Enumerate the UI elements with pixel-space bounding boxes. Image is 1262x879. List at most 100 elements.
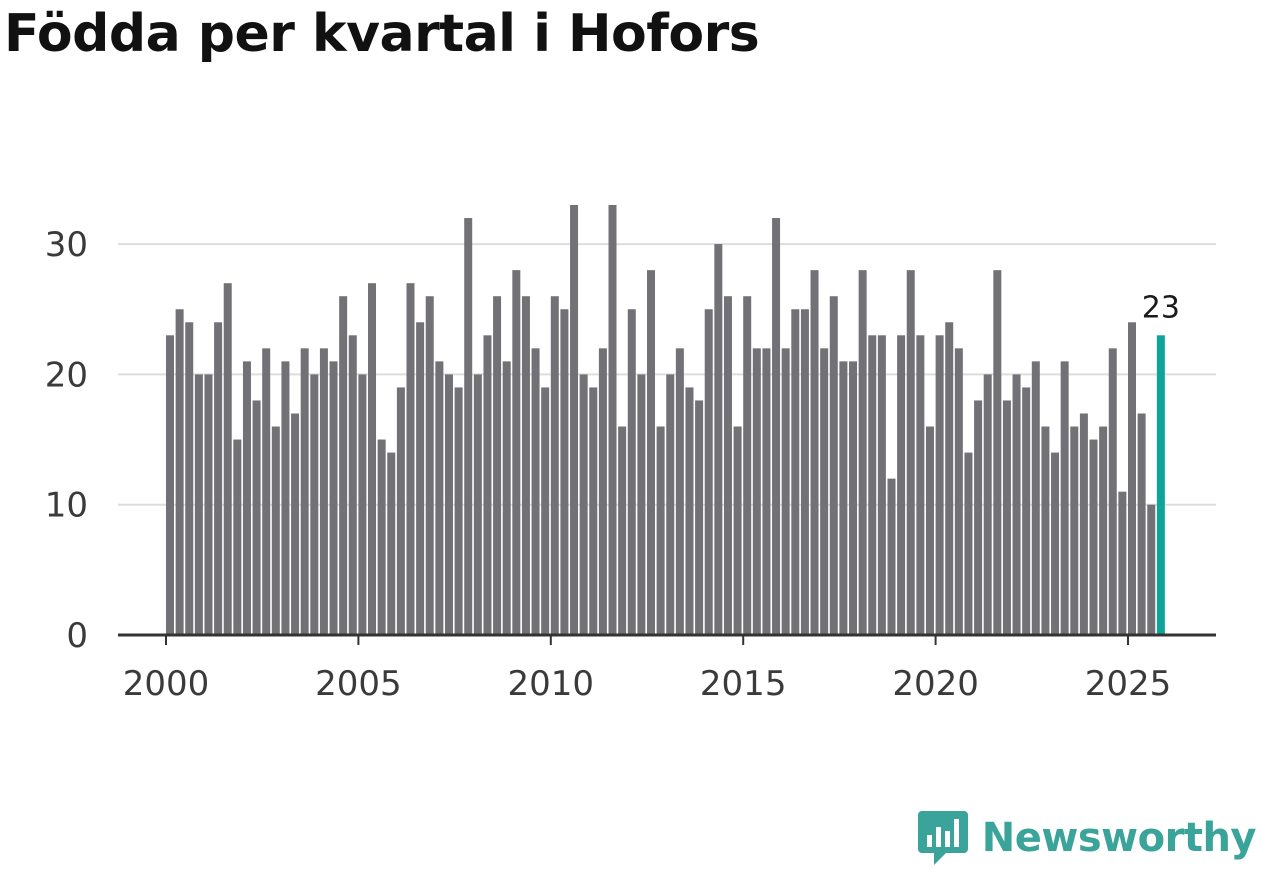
bar [329, 361, 338, 635]
bar [945, 322, 954, 635]
bar [916, 335, 925, 635]
bar [637, 374, 646, 635]
bar [897, 335, 906, 635]
bar [310, 374, 319, 635]
bar [1079, 413, 1088, 635]
bar [849, 361, 858, 635]
bar [223, 283, 232, 635]
bars [166, 205, 1165, 635]
bar [1012, 374, 1021, 635]
chart-title: Födda per kvartal i Hofors [4, 4, 760, 64]
brand-name: Newsworthy [981, 815, 1257, 861]
bar [618, 426, 627, 635]
bar [1002, 400, 1011, 635]
bar [1051, 452, 1060, 635]
bar [406, 283, 415, 635]
bar [1147, 504, 1156, 635]
bar [214, 322, 223, 635]
bar [271, 426, 280, 635]
bar [752, 348, 761, 635]
bar [858, 270, 867, 635]
bar [1022, 387, 1031, 635]
bar [483, 335, 492, 635]
bar [627, 309, 636, 635]
bar [396, 387, 405, 635]
bar [185, 322, 194, 635]
bar [512, 270, 521, 635]
bar [319, 348, 328, 635]
bar [502, 361, 511, 635]
bar [868, 335, 877, 635]
bar [531, 348, 540, 635]
y-tick-label-0: 0 [66, 616, 88, 656]
y-tick-label-30: 30 [45, 225, 88, 265]
bar [194, 374, 203, 635]
bar [425, 296, 434, 635]
bar [387, 452, 396, 635]
bar [974, 400, 983, 635]
bar [291, 413, 300, 635]
bar [1108, 348, 1117, 635]
bar [416, 322, 425, 635]
bar [473, 374, 482, 635]
bar [252, 400, 261, 635]
bar [762, 348, 771, 635]
chart-speech-bubble-icon [917, 811, 968, 865]
bar [377, 439, 386, 635]
x-tick-label-2020: 2020 [892, 664, 979, 704]
bar [820, 348, 829, 635]
bar [166, 335, 174, 635]
bar [954, 348, 963, 635]
bar [839, 361, 848, 635]
bar [175, 309, 184, 635]
bar [444, 374, 453, 635]
newsworthy-logo: Newsworthy [917, 809, 1257, 867]
bar [1128, 322, 1136, 635]
bar [579, 374, 588, 635]
bar [1137, 413, 1146, 635]
bar [281, 361, 290, 635]
bar [608, 205, 617, 635]
bar [204, 374, 213, 635]
bar [723, 296, 732, 635]
bar [781, 348, 790, 635]
bar [1118, 491, 1127, 635]
bar [493, 296, 502, 635]
bar [772, 218, 781, 635]
bar [1060, 361, 1069, 635]
bar [964, 452, 973, 635]
bar [685, 387, 694, 635]
bar [1031, 361, 1040, 635]
bar [521, 296, 530, 635]
bar [666, 374, 675, 635]
bar [242, 361, 251, 635]
bar [1070, 426, 1079, 635]
bar [233, 439, 242, 635]
bar [348, 335, 357, 635]
bar [656, 426, 665, 635]
bar [550, 296, 559, 635]
bar [339, 296, 348, 635]
y-tick-label-20: 20 [45, 355, 88, 395]
bar [368, 283, 377, 635]
x-tick-label-2010: 2010 [508, 664, 595, 704]
bar [570, 205, 579, 635]
bar [887, 478, 896, 635]
bar [435, 361, 444, 635]
bar [791, 309, 800, 635]
x-tick-label-2000: 2000 [123, 664, 210, 704]
bar [675, 348, 684, 635]
bar [810, 270, 819, 635]
bar [454, 387, 463, 635]
y-tick-label-10: 10 [45, 486, 88, 526]
x-tick-label-2025: 2025 [1085, 664, 1172, 704]
x-tick-label-2015: 2015 [700, 664, 787, 704]
bar [300, 348, 309, 635]
bar [829, 296, 838, 635]
bar [1099, 426, 1108, 635]
bar-highlight [1156, 335, 1165, 635]
bar [935, 335, 944, 635]
bar [560, 309, 569, 635]
bar [598, 348, 607, 635]
